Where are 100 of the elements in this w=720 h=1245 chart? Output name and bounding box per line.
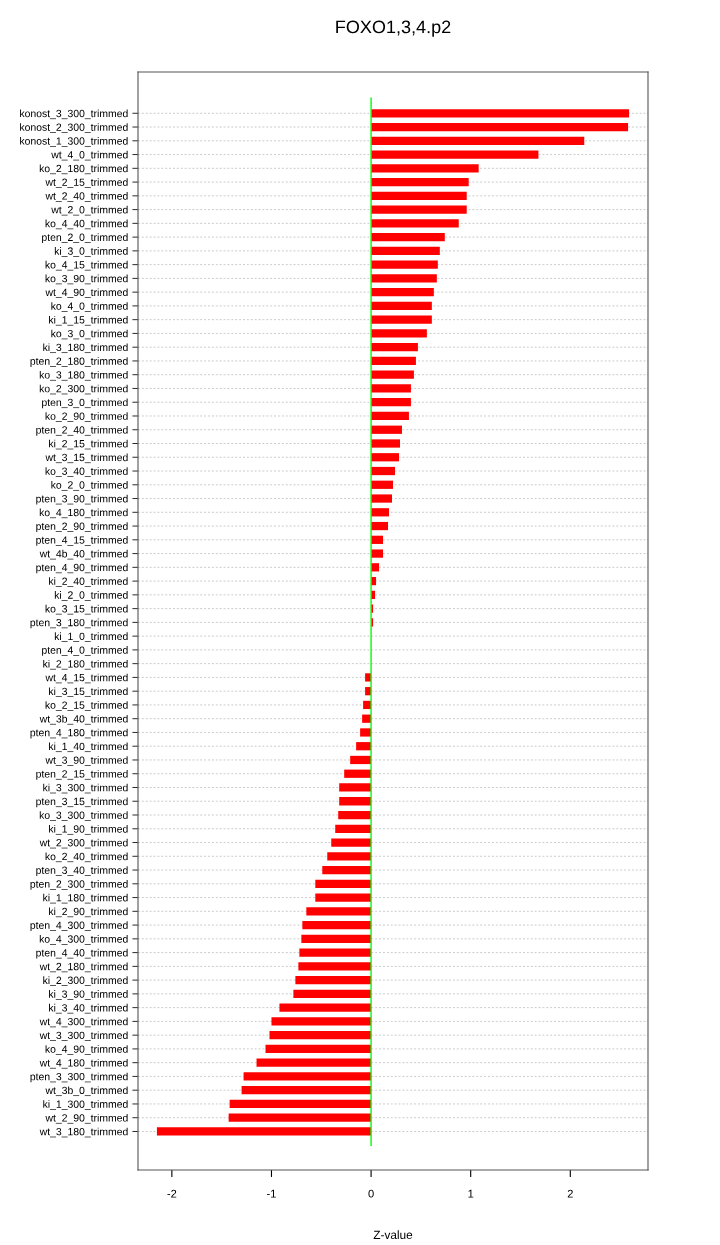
bar xyxy=(371,466,395,476)
y-tick-label: pten_2_300_trimmed xyxy=(30,880,128,890)
y-tick-label: wt_2_180_trimmed xyxy=(39,962,128,973)
y-tick-label: wt_3_300_trimmed xyxy=(39,1031,128,1041)
y-tick-label: pten_3_90_trimmed xyxy=(36,494,128,505)
y-tick-label: ki_2_90_trimmed xyxy=(49,907,128,918)
y-tick-label: ki_1_90_trimmed xyxy=(49,824,128,835)
y-tick-label: ki_3_15_trimmed xyxy=(49,687,128,698)
bar xyxy=(371,288,434,297)
bar xyxy=(243,1072,372,1081)
y-tick-label: wt_2_40_trimmed xyxy=(45,192,128,202)
y-tick-label: ko_2_90_trimmed xyxy=(45,412,128,422)
y-tick-label: ki_2_180_trimmed xyxy=(43,659,128,670)
bar xyxy=(371,343,418,352)
bar xyxy=(269,1031,372,1040)
y-tick-label: ko_4_90_trimmed xyxy=(45,1045,128,1055)
bar xyxy=(322,865,372,875)
bar xyxy=(228,1113,372,1122)
y-tick-label: ko_3_90_trimmed xyxy=(45,274,128,285)
x-tick-label: -1 xyxy=(267,1189,276,1198)
bar xyxy=(229,1099,372,1109)
x-tick-label: -2 xyxy=(167,1189,177,1198)
y-tick-label: ki_3_180_trimmed xyxy=(43,343,128,354)
y-tick-label: ko_3_15_trimmed xyxy=(45,604,128,615)
bar xyxy=(315,879,372,888)
y-tick-label: wt_4_180_trimmed xyxy=(39,1058,128,1069)
y-tick-label: pten_2_40_trimmed xyxy=(36,425,128,436)
bar xyxy=(371,246,440,255)
bar xyxy=(371,549,384,558)
y-tick-label: pten_2_90_trimmed xyxy=(36,522,128,532)
y-tick-label: ki_1_0_trimmed xyxy=(54,632,128,642)
y-tick-label: pten_2_15_trimmed xyxy=(36,769,128,780)
bar xyxy=(371,439,400,448)
y-tick-label: wt_3b_0_trimmed xyxy=(45,1086,128,1097)
y-tick-label: ki_1_15_trimmed xyxy=(49,315,128,326)
bar xyxy=(371,219,459,228)
y-tick-label: wt_4b_40_trimmed xyxy=(39,549,128,560)
bar xyxy=(371,177,469,187)
y-tick-label: ko_4_40_trimmed xyxy=(45,219,128,230)
y-tick-label: ki_3_40_trimmed xyxy=(49,1003,128,1014)
bar xyxy=(315,893,372,902)
y-tick-label: pten_3_15_trimmed xyxy=(36,797,128,808)
y-tick-label: pten_3_0_trimmed xyxy=(42,398,128,409)
y-tick-label: pten_3_300_trimmed xyxy=(30,1072,128,1083)
bar xyxy=(338,810,372,820)
x-tick-label: 1 xyxy=(468,1189,474,1198)
bar xyxy=(371,521,389,531)
bar xyxy=(371,453,399,462)
bar xyxy=(371,425,402,434)
y-tick-label: ko_2_0_trimmed xyxy=(51,481,128,491)
chart-title: FOXO1,3,4.p2 xyxy=(336,20,451,37)
y-tick-label: wt_2_15_trimmed xyxy=(45,178,128,188)
y-tick-label: ko_4_180_trimmed xyxy=(39,508,128,519)
y-tick-label: ko_2_180_trimmed xyxy=(39,164,128,175)
bar xyxy=(371,260,438,269)
bar xyxy=(299,948,372,957)
y-tick-label: ko_4_15_trimmed xyxy=(45,260,128,271)
y-tick-label: ki_2_300_trimmed xyxy=(43,976,128,986)
y-tick-label: pten_4_40_trimmed xyxy=(36,948,128,959)
bar xyxy=(306,907,372,916)
y-tick-label: wt_3b_40_trimmed xyxy=(39,714,128,725)
bar xyxy=(298,962,372,971)
y-tick-label: ki_1_300_trimmed xyxy=(43,1100,128,1110)
y-tick-label: pten_4_90_trimmed xyxy=(36,563,128,574)
y-tick-label: ko_3_0_trimmed xyxy=(51,329,128,340)
y-tick-label: pten_2_180_trimmed xyxy=(30,357,128,367)
bar xyxy=(356,742,372,751)
y-tick-label: ki_1_40_trimmed xyxy=(49,742,128,753)
bar xyxy=(371,315,432,324)
y-tick-label: ki_1_180_trimmed xyxy=(43,893,128,904)
y-tick-label: wt_4_90_trimmed xyxy=(45,288,128,298)
bar xyxy=(371,411,409,421)
x-tick-label: 0 xyxy=(368,1189,374,1198)
x-axis-title: Z-value xyxy=(373,1230,413,1240)
y-tick-label: wt_4_300_trimmed xyxy=(39,1017,128,1028)
y-tick-label: konost_3_300_trimmed xyxy=(20,109,128,120)
bar xyxy=(335,824,372,833)
bar xyxy=(371,494,392,503)
y-tick-label: pten_3_180_trimmed xyxy=(30,618,128,629)
bar xyxy=(271,1017,372,1026)
bar xyxy=(371,205,467,214)
y-tick-label: wt_3_90_trimmed xyxy=(45,756,128,766)
bar xyxy=(360,728,372,737)
y-tick-label: pten_4_180_trimmed xyxy=(30,728,128,739)
bar xyxy=(371,370,414,379)
y-tick-label: pten_4_15_trimmed xyxy=(36,536,128,546)
bar xyxy=(371,191,467,200)
y-tick-label: wt_4_15_trimmed xyxy=(45,673,128,684)
y-tick-label: wt_2_300_trimmed xyxy=(39,838,128,849)
bar xyxy=(256,1058,372,1067)
y-tick-label: wt_4_0_trimmed xyxy=(51,150,128,161)
bar xyxy=(371,356,416,366)
y-tick-label: ki_3_90_trimmed xyxy=(49,990,128,1000)
y-tick-label: wt_3_15_trimmed xyxy=(45,453,128,464)
bar xyxy=(156,1127,372,1136)
y-tick-label: konost_1_300_trimmed xyxy=(20,137,128,147)
bar xyxy=(371,301,432,311)
y-tick-label: wt_2_90_trimmed xyxy=(45,1113,128,1124)
bar xyxy=(371,480,393,489)
bar xyxy=(302,920,372,930)
